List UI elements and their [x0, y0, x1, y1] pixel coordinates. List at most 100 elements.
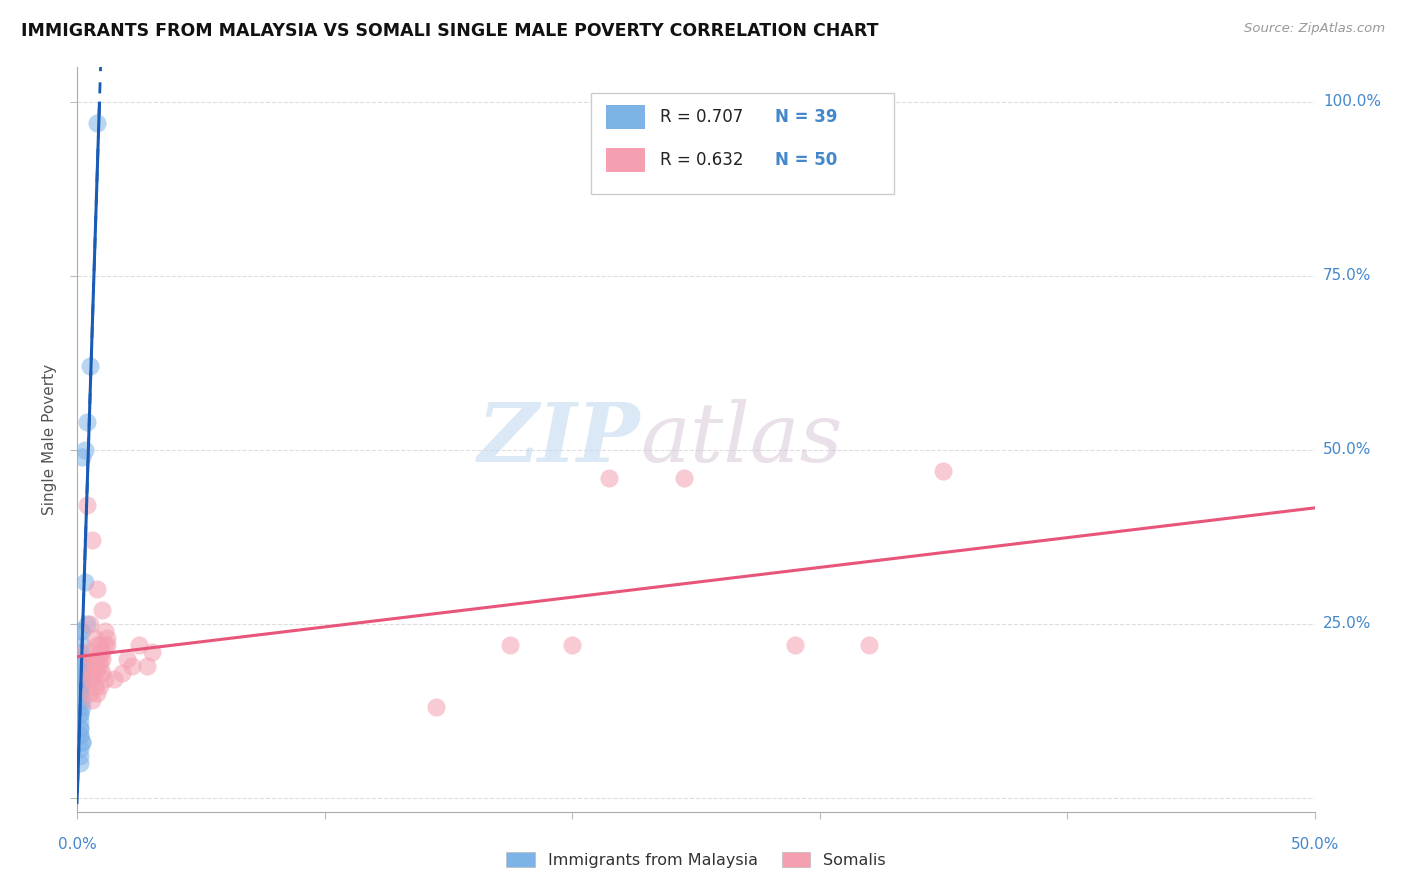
Point: [86, 658, 108, 673]
Point: [86, 638, 108, 652]
Text: 0.0%: 0.0%: [58, 837, 97, 852]
Point: [69, 742, 91, 756]
Text: 75.0%: 75.0%: [1323, 268, 1371, 284]
Text: atlas: atlas: [640, 400, 842, 479]
Point: [69, 686, 91, 700]
Point: [82, 673, 104, 687]
Point: [598, 470, 620, 484]
Point: [91, 603, 114, 617]
Point: [69, 658, 91, 673]
Point: [72, 735, 94, 749]
Text: 100.0%: 100.0%: [1323, 95, 1381, 109]
Point: [83, 651, 105, 665]
Point: [69, 693, 91, 707]
Point: [82, 665, 104, 680]
Text: N = 50: N = 50: [775, 151, 838, 169]
Point: [72, 700, 94, 714]
Point: [89, 645, 111, 659]
Point: [86, 115, 108, 129]
Point: [561, 638, 583, 652]
Point: [72, 693, 94, 707]
Point: [83, 651, 105, 665]
Point: [783, 638, 806, 652]
Text: 50.0%: 50.0%: [1323, 442, 1371, 458]
Point: [86, 686, 108, 700]
Text: R = 0.707: R = 0.707: [659, 108, 744, 126]
Point: [69, 721, 91, 735]
Point: [425, 700, 447, 714]
Point: [79, 616, 101, 631]
Point: [69, 728, 91, 742]
Point: [121, 658, 143, 673]
Point: [141, 645, 163, 659]
Text: R = 0.632: R = 0.632: [659, 151, 744, 169]
Point: [135, 658, 157, 673]
Point: [69, 721, 91, 735]
Text: IMMIGRANTS FROM MALAYSIA VS SOMALI SINGLE MALE POVERTY CORRELATION CHART: IMMIGRANTS FROM MALAYSIA VS SOMALI SINGL…: [21, 22, 879, 40]
Point: [858, 638, 880, 652]
Point: [103, 673, 125, 687]
Text: N = 39: N = 39: [775, 108, 838, 126]
Point: [72, 624, 94, 638]
Point: [79, 673, 101, 687]
Point: [82, 693, 104, 707]
Point: [72, 638, 94, 652]
Point: [79, 359, 101, 374]
Point: [69, 680, 91, 694]
Point: [93, 673, 115, 687]
Point: [82, 533, 104, 548]
Y-axis label: Single Male Poverty: Single Male Poverty: [42, 364, 58, 515]
Point: [83, 631, 105, 645]
Point: [672, 470, 695, 484]
Point: [69, 686, 91, 700]
Point: [79, 686, 101, 700]
Point: [86, 582, 108, 596]
Point: [69, 756, 91, 770]
Point: [89, 658, 111, 673]
Point: [83, 680, 105, 694]
Point: [83, 665, 105, 680]
Point: [91, 665, 114, 680]
Point: [932, 464, 955, 478]
Point: [69, 749, 91, 764]
Point: [86, 658, 108, 673]
Point: [89, 651, 111, 665]
Point: [73, 442, 96, 457]
Point: [72, 665, 94, 680]
Point: [96, 631, 118, 645]
Point: [91, 651, 114, 665]
Point: [96, 638, 118, 652]
Point: [73, 658, 96, 673]
Point: [69, 645, 91, 659]
Text: Source: ZipAtlas.com: Source: ZipAtlas.com: [1244, 22, 1385, 36]
Point: [79, 658, 101, 673]
Point: [69, 707, 91, 722]
Point: [82, 651, 104, 665]
Point: [69, 714, 91, 729]
Point: [69, 673, 91, 687]
FancyBboxPatch shape: [591, 93, 894, 194]
Text: 25.0%: 25.0%: [1323, 616, 1371, 632]
Point: [72, 680, 94, 694]
Point: [93, 624, 115, 638]
Point: [73, 574, 96, 589]
Point: [72, 450, 94, 464]
Bar: [606, 148, 645, 172]
Point: [115, 651, 138, 665]
Point: [69, 728, 91, 742]
Text: ZIP: ZIP: [478, 400, 640, 479]
Point: [69, 624, 91, 638]
Bar: [606, 105, 645, 128]
Point: [89, 638, 111, 652]
Point: [89, 680, 111, 694]
Point: [76, 499, 98, 513]
Point: [76, 415, 98, 429]
Point: [91, 645, 114, 659]
Legend: Immigrants from Malaysia, Somalis: Immigrants from Malaysia, Somalis: [499, 846, 893, 874]
Point: [76, 616, 98, 631]
Point: [69, 665, 91, 680]
Point: [69, 700, 91, 714]
Point: [72, 735, 94, 749]
Point: [111, 665, 134, 680]
Point: [69, 651, 91, 665]
